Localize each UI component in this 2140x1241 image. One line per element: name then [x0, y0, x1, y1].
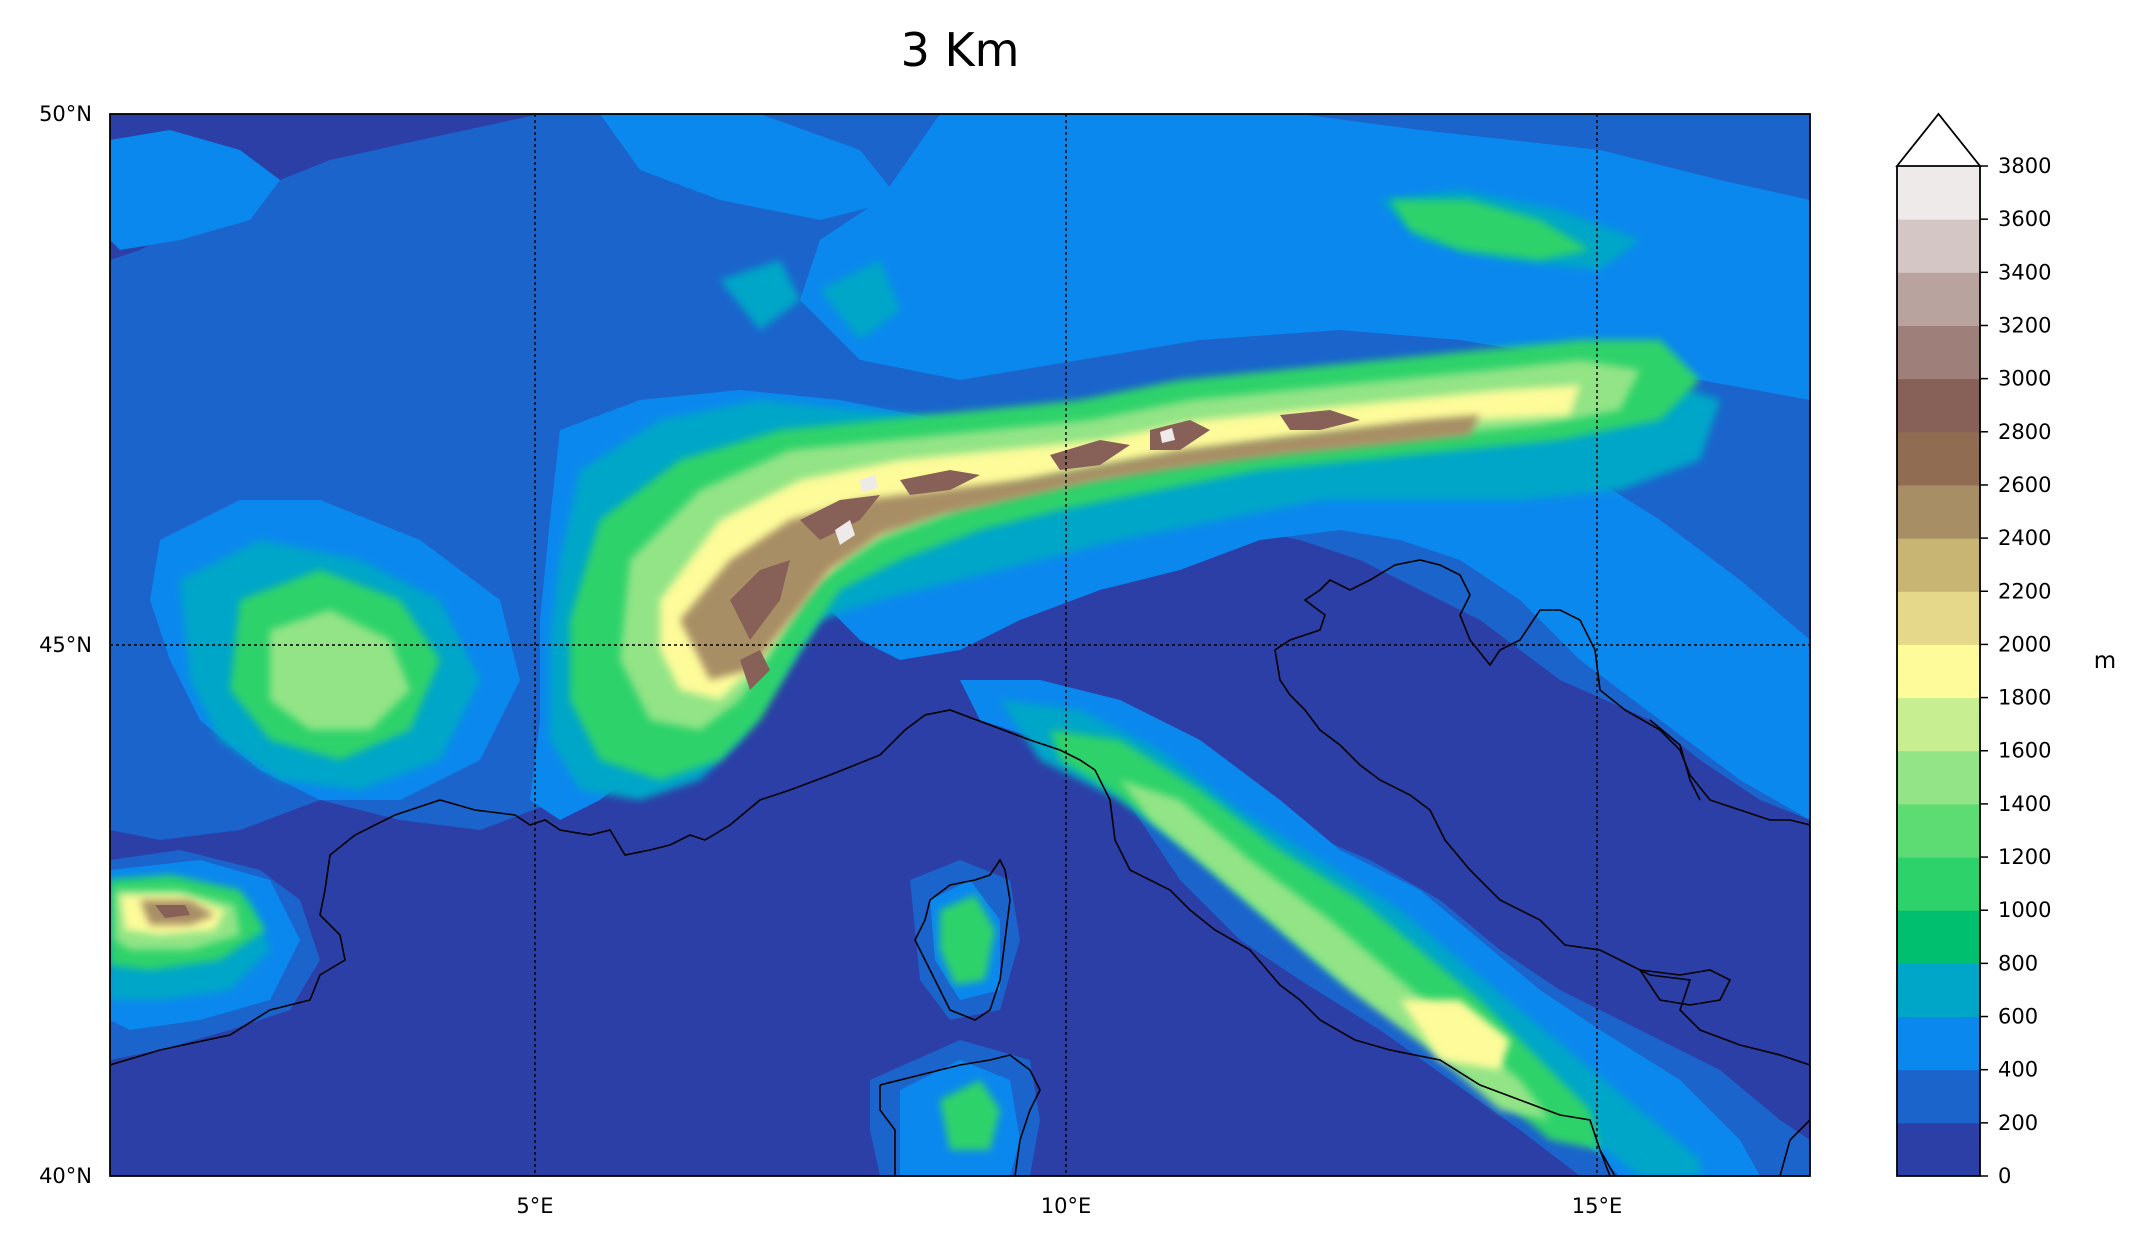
colorbar-extend-arrow: [1895, 112, 1982, 167]
lat-label-40n: 40°N: [39, 1164, 92, 1188]
colorbar-segment: [1897, 910, 1980, 964]
colorbar-tick-label: 3600: [1998, 207, 2051, 231]
terrain-snow: [835, 428, 1175, 545]
colorbar-tick-label: 2200: [1998, 579, 2051, 603]
colorbar-segment: [1897, 484, 1980, 539]
colorbar-tick-label: 600: [1998, 1005, 2038, 1029]
colorbar-tick-label: 1200: [1998, 845, 2051, 869]
colorbar-tick-label: 200: [1998, 1111, 2038, 1135]
colorbar-segment: [1897, 1016, 1980, 1071]
colorbar-segment: [1897, 538, 1980, 592]
map-frame: [109, 113, 1811, 1177]
colorbar-segment: [1897, 166, 1980, 220]
colorbar-tick-label: 800: [1998, 951, 2038, 975]
colorbar-segment: [1897, 697, 1980, 752]
colorbar-tick-label: 3800: [1998, 154, 2051, 178]
colorbar-segment: [1897, 591, 1980, 645]
colorbar-tick-label: 2000: [1998, 632, 2051, 656]
colorbar-segment: [1897, 857, 1980, 911]
colorbar-tick-label: 1400: [1998, 792, 2051, 816]
colorbar-unit: m: [2094, 648, 2116, 674]
colorbar-tick-label: 3200: [1998, 313, 2051, 337]
lat-label-45n: 45°N: [39, 633, 92, 657]
colorbar-segment: [1897, 1069, 1980, 1124]
colorbar-segment: [1897, 644, 1980, 699]
colorbar-tick-label: 0: [1998, 1164, 2011, 1188]
colorbar-segment: [1897, 803, 1980, 858]
colorbar-segment: [1897, 325, 1980, 380]
colorbar-tick-label: 1000: [1998, 898, 2051, 922]
colorbar-tick-label: 2800: [1998, 420, 2051, 444]
colorbar-segment: [1897, 963, 1980, 1018]
colorbar-segment: [1897, 219, 1980, 273]
colorbar-tick-label: 1600: [1998, 739, 2051, 763]
colorbar-segment: [1897, 1122, 1980, 1177]
terrain-peaks: [155, 410, 1360, 918]
lon-label-5e: 5°E: [516, 1194, 553, 1218]
colorbar-segment: [1897, 272, 1980, 326]
colorbar-tick-label: 1800: [1998, 686, 2051, 710]
colorbar-segment: [1897, 750, 1980, 805]
map-panel: [110, 114, 1810, 1176]
colorbar-tick-label: 400: [1998, 1058, 2038, 1082]
colorbar-frame: [1896, 166, 1981, 1177]
colorbar-tick-label: 2400: [1998, 526, 2051, 550]
colorbar-tick-label: 2600: [1998, 473, 2051, 497]
chart-title: 3 Km: [901, 23, 1020, 77]
lon-label-15e: 15°E: [1572, 1194, 1623, 1218]
lon-label-10e: 10°E: [1041, 1194, 1092, 1218]
coastlines: [110, 559, 1810, 1176]
gridlines: [110, 114, 1810, 1176]
lat-label-50n: 50°N: [39, 102, 92, 126]
colorbar-tick-label: 3000: [1998, 367, 2051, 391]
colorbar-tick-label: 3400: [1998, 260, 2051, 284]
colorbar-segment: [1897, 431, 1980, 486]
colorbar: 0 200 400 600 800 1000 1200 1400 1600 1800 2000 220…: [1895, 112, 2051, 1188]
colorbar-segment: [1897, 378, 1980, 433]
